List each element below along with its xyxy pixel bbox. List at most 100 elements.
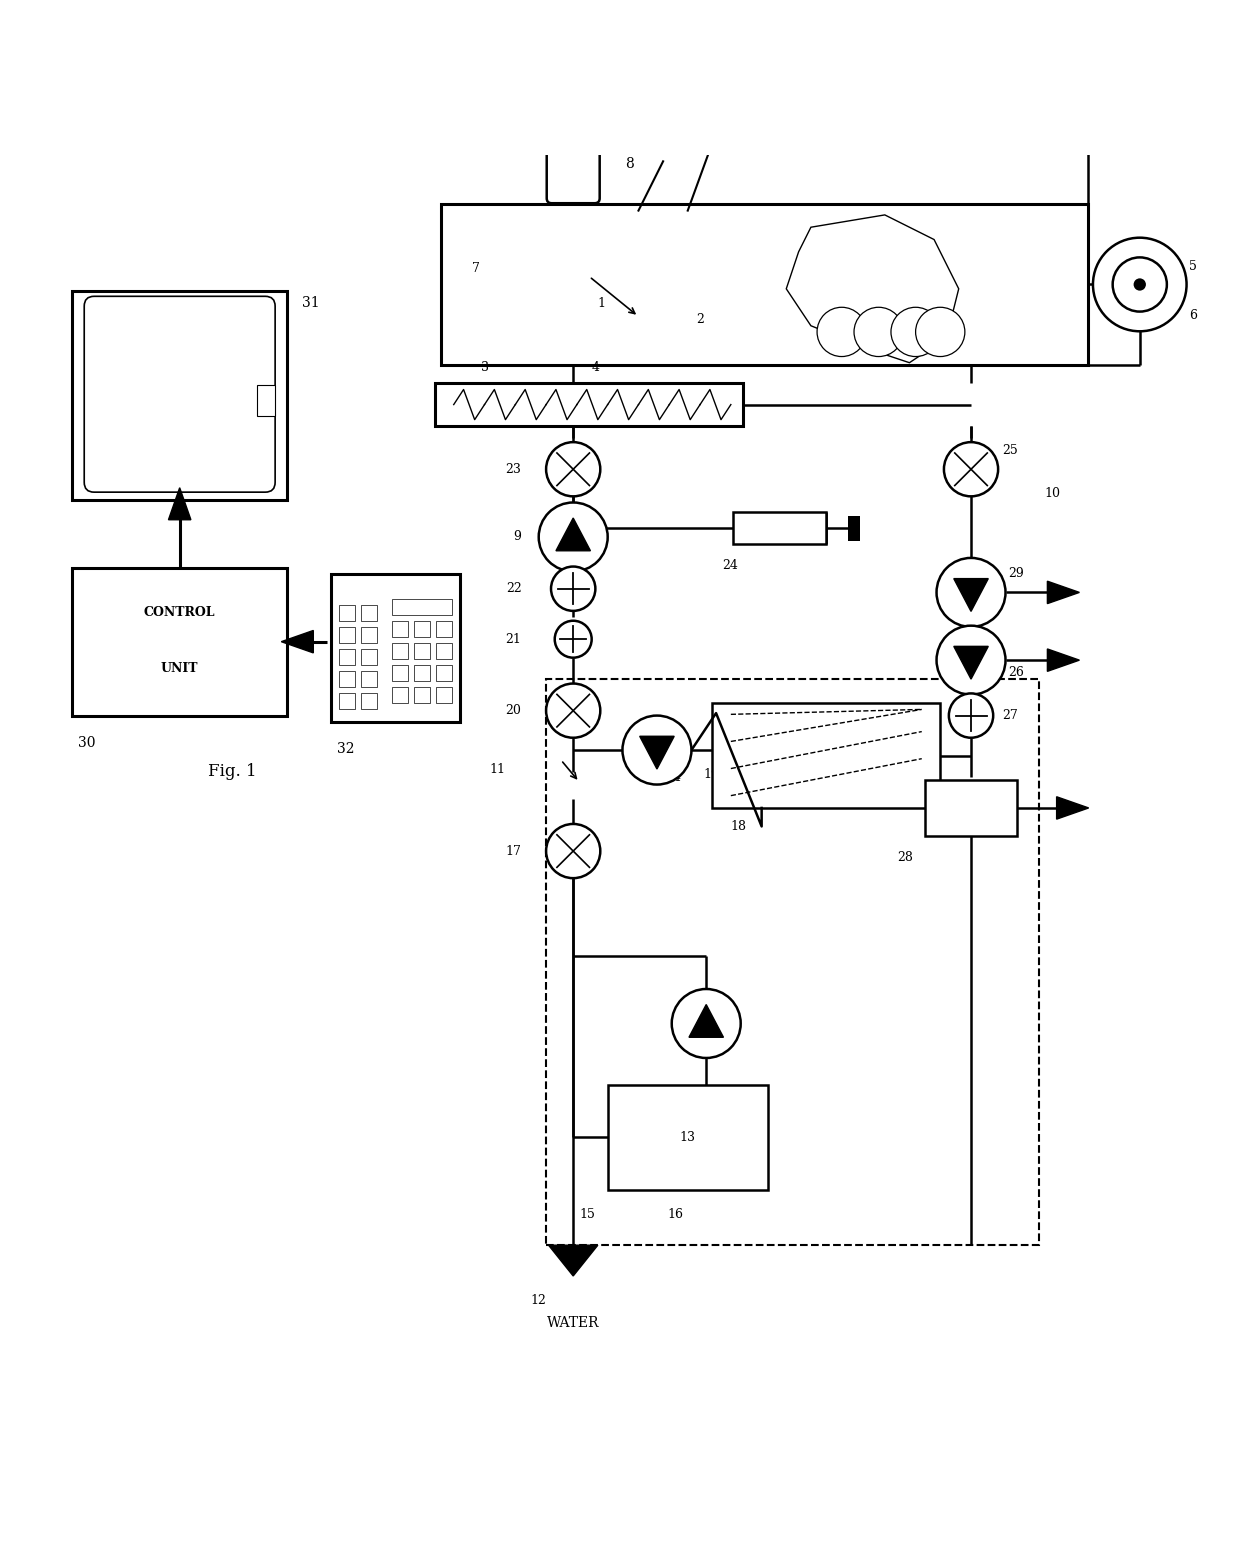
Bar [712,703,940,808]
Bar [436,665,453,682]
Text: 15: 15 [579,1207,595,1221]
Bar [331,574,460,722]
Bar [340,604,355,621]
Polygon shape [786,214,959,362]
Text: 6: 6 [1189,308,1197,322]
Bar [733,512,826,544]
Bar [340,628,355,643]
Text: 29: 29 [1008,567,1024,580]
Text: 1: 1 [598,298,605,310]
Text: 30: 30 [78,736,95,749]
Circle shape [546,683,600,737]
Text: 16: 16 [667,1207,683,1221]
Polygon shape [556,518,590,550]
Circle shape [554,621,591,658]
Text: 24: 24 [722,558,738,572]
Bar [392,665,408,682]
Polygon shape [1048,581,1079,603]
FancyBboxPatch shape [547,143,600,204]
Polygon shape [169,487,191,520]
Text: 11: 11 [490,763,506,776]
Polygon shape [1056,797,1089,819]
Circle shape [944,443,998,497]
Text: CONTROL: CONTROL [144,606,216,618]
Bar [361,694,377,709]
Bar [436,688,453,703]
Circle shape [546,443,600,497]
Bar [340,694,355,709]
Bar [441,205,1087,364]
Text: 9: 9 [513,530,522,543]
Circle shape [854,307,903,356]
Bar [848,517,861,541]
Circle shape [949,694,993,737]
Bar [925,780,1017,836]
Text: 12: 12 [529,1294,546,1308]
Bar [608,1086,768,1190]
Text: UNIT: UNIT [161,662,198,675]
FancyBboxPatch shape [84,296,275,492]
Polygon shape [954,646,988,678]
Bar [414,688,430,703]
Text: 31: 31 [303,296,320,310]
Circle shape [1112,258,1167,311]
Polygon shape [281,631,314,652]
Circle shape [622,715,692,785]
Text: 27: 27 [1002,709,1018,722]
Text: 18: 18 [730,820,746,833]
Bar [361,604,377,621]
Circle shape [915,307,965,356]
Bar [435,382,743,426]
Bar [72,290,288,500]
Text: 21: 21 [506,632,522,646]
Bar [340,671,355,688]
Text: 7: 7 [472,262,480,274]
Bar [361,628,377,643]
Text: 26: 26 [1008,666,1024,678]
Bar [392,621,408,637]
Polygon shape [689,1004,723,1038]
Bar [414,665,430,682]
Text: 17: 17 [506,845,522,857]
Polygon shape [1048,649,1079,671]
Text: WATER: WATER [547,1315,599,1329]
Bar [361,649,377,665]
Circle shape [551,566,595,611]
Text: 19: 19 [704,768,719,782]
Text: 5: 5 [1189,259,1197,273]
Text: 4: 4 [591,361,599,373]
Text: 2: 2 [696,313,704,327]
Bar [436,643,453,658]
Circle shape [817,307,867,356]
Text: 28: 28 [897,851,913,865]
Text: 3: 3 [481,361,489,373]
Bar [392,643,408,658]
Circle shape [672,988,740,1058]
Text: 20: 20 [506,705,522,717]
Text: 22: 22 [506,583,522,595]
Bar [414,643,430,658]
Circle shape [546,823,600,877]
Circle shape [1092,237,1187,332]
Bar [257,386,275,416]
Text: 10: 10 [1045,487,1061,500]
Circle shape [936,558,1006,628]
Bar [546,678,1039,1246]
Circle shape [538,503,608,572]
Text: 23: 23 [506,463,522,476]
Bar [392,688,408,703]
Text: 14: 14 [666,771,682,783]
Polygon shape [640,736,675,769]
Polygon shape [954,578,988,611]
Bar [414,621,430,637]
Circle shape [892,307,940,356]
Bar [72,567,288,715]
Text: 32: 32 [337,742,355,756]
Text: Fig. 1: Fig. 1 [208,762,257,780]
Bar [340,649,355,665]
Bar [361,671,377,688]
Circle shape [1133,279,1146,290]
Text: 13: 13 [680,1130,696,1144]
Text: 25: 25 [1002,444,1018,458]
Text: 8: 8 [625,157,635,171]
